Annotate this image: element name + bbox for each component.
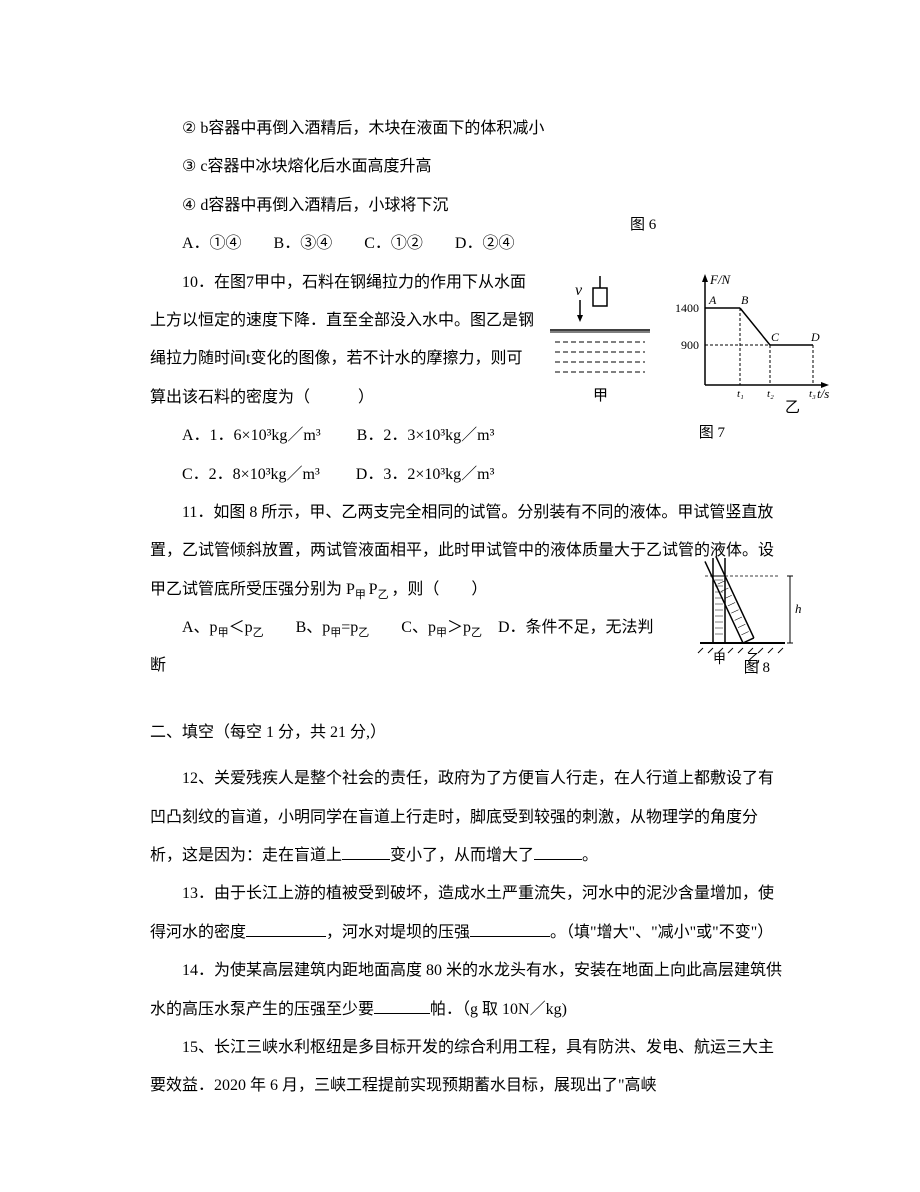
q14-body: 14．为使某高层建筑内距地面高度 80 米的水龙头有水，安装在地面上向此高层建筑… (150, 952, 785, 1029)
svg-text:B: B (741, 293, 749, 307)
svg-text:甲: 甲 (593, 388, 608, 404)
q11-body: 11．如图 8 所示，甲、乙两支完全相同的试管。分别装有不同的液体。甲试管竖直放… (150, 494, 785, 609)
svg-text:h: h (795, 601, 802, 616)
svg-text:F/N: F/N (709, 272, 732, 287)
svg-text:t₂: t₂ (767, 388, 774, 400)
figure-8-label: 图 8 (744, 650, 770, 686)
q11-choices: A、p甲＜p乙 B、p甲=p乙 C、p甲＞p乙 D．条件不足，无法判断 (150, 609, 785, 686)
svg-text:乙: 乙 (785, 400, 800, 416)
q12-blank-2[interactable] (534, 844, 582, 860)
q12-blank-1[interactable] (342, 844, 390, 860)
q9-stmt4: ④ d容器中再倒入酒精后，小球将下沉 (150, 187, 785, 225)
q10-opt-b: B．2．3×10³kg／m³ (357, 427, 495, 444)
q14-blank[interactable] (374, 998, 430, 1014)
svg-text:900: 900 (681, 338, 699, 352)
figure-6-label: 图 6 (630, 207, 656, 243)
q15-body: 15、长江三峡水利枢纽是多目标开发的综合利用工程，具有防洪、发电、航运三大主要效… (150, 1029, 785, 1106)
q9-stmt3: ③ c容器中冰块熔化后水面高度升高 (150, 148, 785, 186)
figure-7-label: 图 7 (699, 415, 725, 451)
svg-text:t/s: t/s (817, 386, 829, 401)
q10-opt-c: C．2．8×10³kg／m³ (182, 466, 320, 483)
q10-opt-a: A．1．6×10³kg／m³ (182, 427, 321, 444)
svg-text:v: v (575, 282, 583, 299)
svg-text:D: D (810, 330, 820, 344)
q13-body: 13．由于长江上游的植被受到破坏，造成水土严重流失，河水中的泥沙含量增加，使得河… (150, 875, 785, 952)
svg-text:1400: 1400 (675, 301, 699, 315)
q10-choices-row2: C．2．8×10³kg／m³ D．3．2×10³kg／m³ (150, 456, 785, 494)
q9-choices: A．①④ B．③④ C．①② D．②④ (150, 225, 785, 263)
svg-text:t₁: t₁ (737, 388, 744, 400)
q13-blank-2[interactable] (470, 921, 550, 937)
q10-choices-row1: A．1．6×10³kg／m³ B．2．3×10³kg／m³ (150, 417, 785, 455)
q10-opt-d: D．3．2×10³kg／m³ (356, 466, 495, 483)
q9-stmt2: ② b容器中再倒入酒精后，木块在液面下的体积减小 (150, 110, 785, 148)
svg-text:C: C (771, 330, 780, 344)
svg-text:甲: 甲 (713, 651, 726, 666)
section-2-title: 二、填空（每空 1 分，共 21 分,） (150, 714, 785, 752)
q12-body: 12、关爱残疾人是整个社会的责任，政府为了方便盲人行走，在人行道上都敷设了有凹凸… (150, 760, 785, 875)
svg-text:t₃: t₃ (809, 388, 816, 400)
q13-blank-1[interactable] (246, 921, 326, 937)
figure-7-diagram: v 甲 F/N t/s (545, 270, 835, 420)
svg-text:A: A (708, 293, 717, 307)
